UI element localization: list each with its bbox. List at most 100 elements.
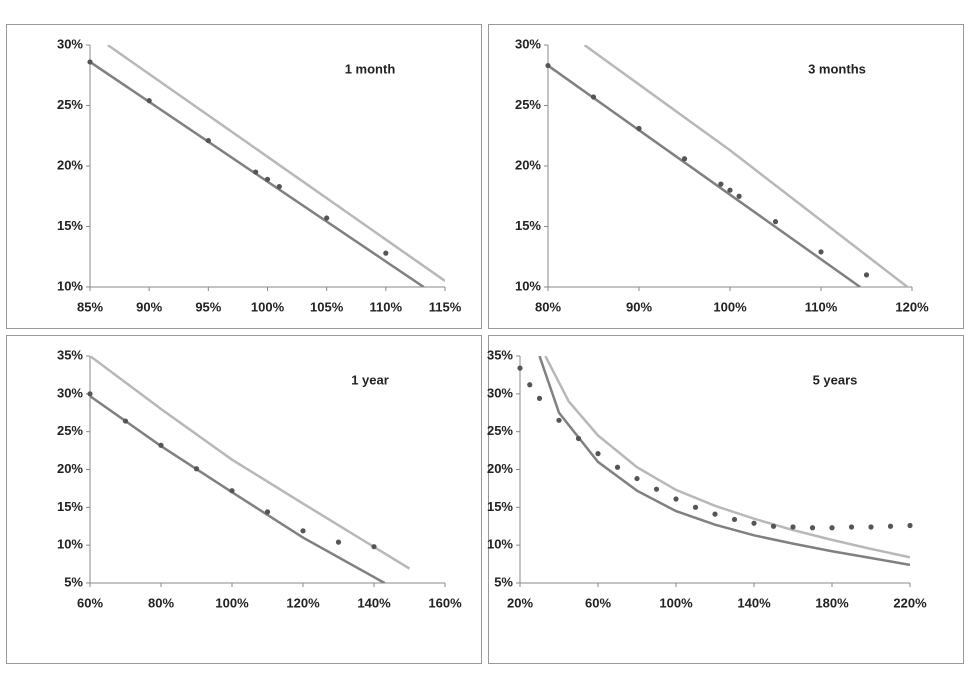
data-point — [575, 435, 582, 442]
y-tick-label: 20% — [57, 157, 83, 172]
panel-border — [488, 335, 964, 664]
x-tick-label: 220% — [893, 595, 927, 610]
y-tick-label: 25% — [57, 423, 83, 438]
x-tick-label: 85% — [77, 299, 103, 314]
data-point — [727, 187, 733, 193]
data-point — [87, 391, 93, 397]
data-point — [818, 249, 824, 255]
curve — [90, 60, 425, 287]
data-point — [556, 417, 562, 423]
y-tick-label: 5% — [494, 574, 513, 589]
panel-label: 5 years — [813, 372, 858, 387]
x-tick-label: 160% — [428, 595, 462, 610]
panel: 5% 10% 15% 20% 25% 30% 35% 20% 60% 100% 140% 180% 22… — [487, 335, 964, 664]
x-tick-label: 110% — [370, 299, 403, 314]
y-tick-label: 10% — [57, 537, 83, 552]
y-tick-label: 30% — [57, 36, 83, 51]
data-point — [205, 137, 211, 144]
y-tick-label: 35% — [57, 347, 83, 362]
y-tick-label: 5% — [64, 574, 83, 589]
data-point — [731, 516, 738, 523]
y-tick-label: 30% — [487, 385, 513, 400]
x-tick-label: 180% — [815, 595, 849, 610]
data-point — [264, 176, 271, 182]
data-point — [229, 488, 235, 494]
data-point — [146, 98, 152, 104]
data-point — [536, 395, 543, 401]
data-point — [712, 511, 718, 517]
y-tick-label: 10% — [57, 278, 83, 293]
data-point — [887, 523, 894, 529]
data-point — [634, 475, 640, 482]
x-tick-label: 100% — [251, 299, 285, 314]
y-tick-label: 25% — [487, 423, 513, 438]
x-tick-label: 100% — [659, 595, 693, 610]
x-tick-label: 60% — [585, 595, 611, 610]
y-tick-label: 35% — [487, 347, 513, 362]
data-point — [848, 524, 855, 530]
data-point — [673, 496, 679, 502]
data-point — [87, 59, 93, 65]
panel-label: 1 year — [351, 372, 389, 387]
data-point — [158, 442, 164, 448]
data-point — [770, 523, 777, 529]
data-point — [335, 539, 342, 545]
data-point — [193, 466, 200, 472]
x-tick-label: 95% — [195, 299, 221, 314]
data-point — [253, 169, 259, 175]
x-tick-label: 80% — [535, 299, 561, 314]
data-point — [772, 219, 779, 225]
y-tick-label: 20% — [515, 157, 541, 172]
data-point — [863, 272, 870, 278]
x-tick-label: 140% — [357, 595, 391, 610]
y-tick-label: 10% — [515, 278, 541, 293]
data-point — [517, 365, 523, 371]
x-tick-label: 100% — [713, 299, 747, 314]
x-tick-label: 90% — [626, 299, 652, 314]
y-tick-label: 30% — [57, 385, 83, 400]
data-point — [276, 183, 282, 190]
x-tick-label: 90% — [136, 299, 162, 314]
y-tick-label: 15% — [487, 499, 513, 514]
data-point — [790, 524, 796, 530]
data-point — [383, 250, 389, 256]
y-tick-label: 20% — [57, 461, 83, 476]
data-point — [829, 525, 835, 531]
data-point — [527, 382, 533, 388]
x-tick-label: 100% — [215, 595, 249, 610]
data-point — [545, 62, 551, 69]
data-point — [907, 522, 913, 529]
y-tick-label: 20% — [487, 461, 513, 476]
curve — [90, 356, 411, 570]
data-point — [122, 418, 129, 424]
y-tick-label: 25% — [57, 97, 83, 112]
x-tick-label: 60% — [77, 595, 103, 610]
data-point — [371, 544, 377, 550]
y-tick-label: 25% — [515, 97, 541, 112]
y-tick-label: 30% — [515, 36, 541, 51]
x-tick-label: 140% — [737, 595, 771, 610]
panel: 10% 15% 20% 25% 30% 85% 90% 95% 100% 105% 110% 115%… — [6, 24, 482, 329]
x-tick-label: 115% — [429, 299, 462, 314]
data-point — [590, 94, 597, 100]
data-point — [636, 125, 642, 132]
x-tick-label: 120% — [895, 299, 929, 314]
x-tick-label: 20% — [507, 595, 533, 610]
x-tick-label: 110% — [805, 299, 838, 314]
data-point — [868, 524, 874, 530]
data-point — [653, 486, 660, 492]
y-tick-label: 10% — [487, 537, 513, 552]
panel-border — [6, 24, 482, 329]
data-point — [300, 528, 306, 534]
x-tick-label: 80% — [148, 595, 174, 610]
curve — [107, 45, 445, 282]
data-point — [736, 193, 742, 199]
panel: 10% 15% 20% 25% 30% 80% 90% 100% 110% 120% 3 month… — [488, 24, 964, 329]
panel-label: 3 months — [808, 61, 866, 76]
data-point — [809, 525, 816, 531]
curve — [583, 45, 909, 287]
data-point — [681, 156, 688, 162]
panel-border — [488, 24, 964, 329]
data-point — [614, 464, 621, 470]
